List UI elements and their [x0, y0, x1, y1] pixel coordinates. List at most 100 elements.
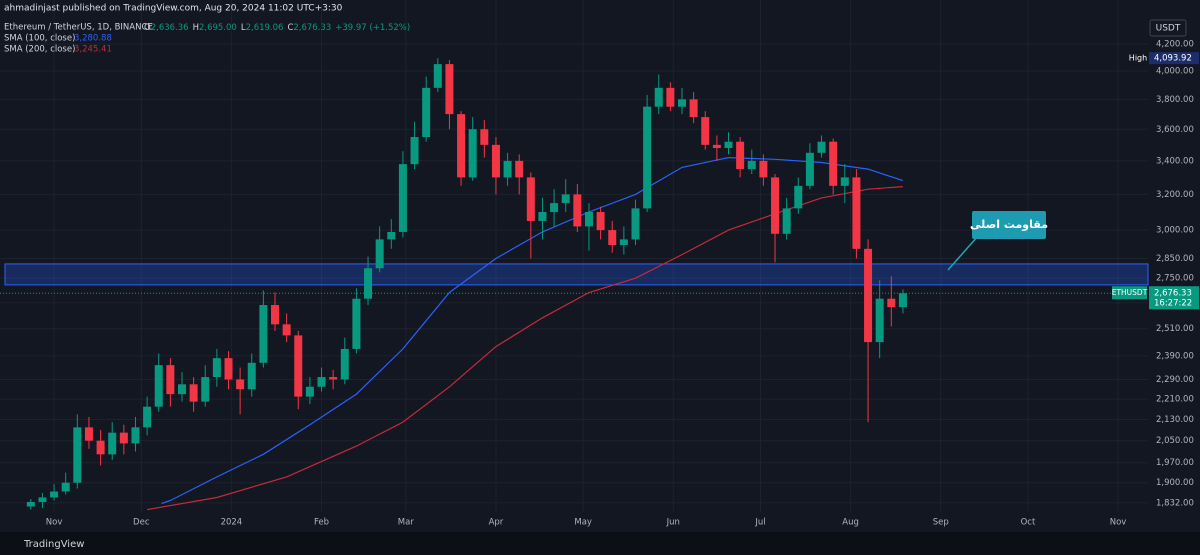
candle-body [666, 87, 675, 107]
y-tick-label: 2,130.00 [1156, 415, 1194, 425]
candle-body [864, 248, 873, 343]
candle-body [364, 268, 373, 299]
y-tick-label: 3,200.00 [1156, 190, 1194, 200]
sma-line [161, 156, 904, 505]
candle-body [375, 239, 384, 269]
candle-body [50, 491, 59, 498]
y-tick-label: 3,000.00 [1156, 226, 1194, 236]
candle-body [747, 160, 756, 170]
y-tick-label: 1,900.00 [1156, 478, 1194, 488]
candle-body [259, 305, 268, 363]
candle-body [282, 324, 291, 336]
legend-name: SMA (200, close) [4, 45, 75, 55]
candle-body [189, 384, 198, 402]
candle-body [887, 298, 896, 308]
candle-body [84, 427, 93, 441]
candle-body [736, 141, 745, 170]
ohlc-item: 2,636.36 [151, 23, 189, 33]
x-tick-label: Jun [666, 518, 680, 528]
candle-body [503, 160, 512, 178]
candle-body [143, 406, 152, 428]
ohlc-item: 2,619.06 [246, 23, 284, 33]
x-tick-label: Dec [133, 518, 150, 528]
candle-body [422, 87, 431, 138]
candle-body [38, 497, 47, 502]
candle-body [759, 160, 768, 178]
candle-body [131, 427, 140, 444]
candle-body [829, 141, 838, 186]
y-tick-label: 3,400.00 [1156, 156, 1194, 166]
candle-body [433, 64, 442, 88]
candle-body [584, 211, 593, 227]
candle-body [410, 137, 419, 165]
high-label: High [1129, 54, 1147, 63]
candle-body [305, 386, 314, 397]
candle-body [445, 64, 454, 115]
x-tick-label: Mar [398, 518, 415, 528]
y-tick-label: 2,510.00 [1156, 324, 1194, 334]
x-tick-label: Sep [933, 518, 949, 528]
currency: USDT [1156, 24, 1181, 34]
candle-body [875, 298, 884, 343]
candle-body [119, 432, 128, 444]
candle-body [468, 129, 477, 178]
candle-body [480, 129, 489, 145]
candle-body [96, 440, 105, 455]
y-tick-label: 3,600.00 [1156, 125, 1194, 135]
ohlc-item: C [287, 23, 293, 33]
candle-body [805, 152, 814, 186]
candle-body [840, 177, 849, 186]
candle-body [212, 358, 221, 378]
candle-body [201, 377, 210, 402]
symbol-box [1112, 286, 1147, 300]
candle-body [712, 144, 721, 149]
candle-body [782, 208, 791, 234]
legend-value: 3,245.41 [74, 45, 112, 55]
ohlc-item: +39.97 (+1.52%) [335, 23, 410, 33]
candle-body [108, 432, 117, 455]
y-tick-label: 1,832.00 [1156, 498, 1194, 508]
candle-body [654, 87, 663, 107]
high-box [1127, 52, 1149, 65]
candle-body [561, 194, 570, 204]
ohlc-item: H [193, 23, 199, 33]
candle-body [677, 99, 686, 107]
y-tick-label: 4,000.00 [1156, 66, 1194, 76]
candle-body [701, 117, 710, 145]
candle-body [26, 501, 35, 507]
footer-bar [0, 532, 1200, 555]
callout-box [972, 211, 1046, 239]
candle-body [271, 305, 280, 325]
y-tick-label: 2,850.00 [1156, 254, 1194, 264]
ohlc-item: O [144, 23, 151, 33]
currency-box [1149, 19, 1187, 37]
candle-body [724, 141, 733, 149]
candle-body [236, 379, 245, 390]
ohlc-item: 2,695.00 [199, 23, 237, 33]
candle-body [154, 365, 163, 407]
candle-body [573, 194, 582, 227]
callout-arrow [947, 235, 979, 271]
high-value-box [1149, 52, 1199, 65]
ohlc-item: L [241, 23, 246, 33]
candle-body [898, 293, 907, 308]
candle-body [352, 298, 361, 349]
x-tick-label: Oct [1021, 518, 1036, 528]
candle-body [526, 177, 535, 221]
candle-body [771, 177, 780, 234]
high-value: 4,093.92 [1154, 54, 1192, 64]
countdown: 16:27:22 [1154, 299, 1192, 309]
publisher: ahmadinjast published on TradingView.com… [4, 4, 343, 14]
ohlc-legend: O2,636.36 H2,695.00 L2,619.06 C2,676.33 +39.… [144, 23, 410, 33]
candle-body [61, 482, 70, 492]
candle-body [619, 239, 628, 246]
candle-body [608, 230, 617, 246]
candle-body [166, 365, 175, 395]
candle-body [631, 208, 640, 240]
x-tick-label: May [574, 518, 592, 528]
price-box [1149, 286, 1199, 310]
candle-body [247, 362, 256, 390]
y-tick-label: 2,210.00 [1156, 395, 1194, 405]
candle-body [817, 141, 826, 153]
last-price-label: 2,676.33 [1154, 289, 1192, 299]
